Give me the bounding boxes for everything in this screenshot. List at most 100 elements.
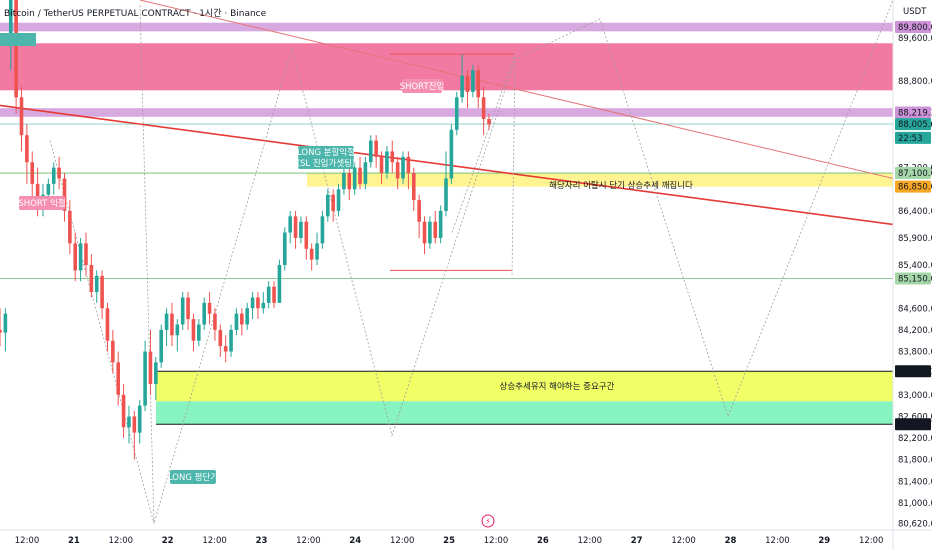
time-tick-label: 12:00 — [202, 536, 227, 546]
candle-body — [57, 167, 61, 179]
candle-body — [374, 140, 378, 157]
price-label-text: 87,100.0 — [898, 169, 932, 179]
zones-layer — [0, 22, 893, 425]
candle-body — [379, 156, 384, 174]
price-tick-label: 85,900.0 — [898, 234, 932, 244]
candle-body — [444, 178, 448, 211]
price-label-badge — [895, 106, 931, 119]
price-tick-label: 83,000.0 — [898, 391, 932, 401]
candle-body — [137, 405, 142, 433]
candle-body — [143, 351, 147, 406]
time-tick-label: 29 — [818, 536, 830, 546]
candle-body — [62, 178, 67, 211]
time-tick-label: 12:00 — [390, 536, 415, 546]
candle-body — [325, 194, 330, 217]
candle-body — [395, 162, 400, 179]
candle-body — [127, 416, 131, 428]
time-tick-label: 12:00 — [765, 536, 790, 546]
candle-body — [84, 243, 88, 265]
candle-body — [336, 189, 341, 211]
candle-body — [159, 329, 164, 363]
candle-body — [116, 362, 121, 395]
green-key-zone — [156, 401, 893, 425]
candle-body — [111, 340, 115, 363]
candle-body — [417, 200, 421, 222]
candle-body — [331, 194, 335, 211]
candle-body — [304, 221, 309, 249]
projection-path — [451, 53, 516, 276]
candle-body — [250, 297, 255, 309]
candle-body — [14, 0, 18, 98]
time-tick-label: 12:00 — [859, 536, 884, 546]
price-label-text: 86,850.0 — [898, 183, 932, 193]
candle-body — [25, 135, 29, 163]
candle-body — [460, 75, 464, 98]
candle-body — [487, 118, 491, 125]
candle-body — [94, 275, 99, 293]
candle-body — [481, 97, 486, 119]
candle-body — [299, 221, 303, 238]
price-label-badge — [895, 418, 931, 431]
candle-body — [229, 329, 233, 352]
candle-body — [428, 221, 432, 244]
candle-body — [293, 216, 298, 238]
candle-body — [170, 313, 174, 336]
candle-body — [363, 162, 368, 184]
candle-body — [35, 183, 40, 206]
candle-body — [164, 313, 169, 330]
candle-body — [385, 151, 389, 174]
price-tick-label: 81,400.0 — [898, 477, 932, 487]
candle-body — [8, 0, 13, 36]
price-label-badge — [895, 365, 931, 378]
price-tick-label: 86,400.0 — [898, 207, 932, 217]
price-label-text: 82,455.7 — [898, 420, 932, 430]
price-label-badge — [895, 272, 931, 285]
price-label-badge — [895, 180, 931, 193]
lime-key-zone — [156, 371, 893, 402]
time-tick-label: 23 — [256, 536, 268, 546]
candle-body — [309, 248, 314, 260]
time-tick-label: 27 — [631, 536, 643, 546]
candle-body — [19, 97, 24, 136]
candle-body — [105, 308, 110, 341]
candle-body — [78, 243, 83, 271]
price-label-badge — [895, 118, 931, 131]
price-label-text: 88,005.6 — [898, 120, 932, 130]
price-tick-label: 84,600.0 — [898, 304, 932, 314]
lightning-icon[interactable] — [481, 514, 495, 528]
annotation-label: (SL 진입가셋팅) — [297, 158, 356, 169]
candle-body — [476, 70, 481, 98]
candle-body — [245, 308, 249, 325]
price-label-badge — [895, 21, 931, 34]
time-tick-label: 12:00 — [296, 536, 321, 546]
candle-body — [352, 167, 357, 190]
time-tick-label: 22 — [162, 536, 174, 546]
price-tick-label: 82,200.0 — [898, 434, 932, 444]
price-label-text: 89,800.0 — [898, 23, 932, 33]
candle-body — [342, 173, 346, 190]
annotation-badge — [402, 79, 442, 93]
projection-path — [139, 0, 894, 524]
price-tick-label: 82,600.0 — [898, 412, 932, 422]
zone-annotation: 해당자리 이탈시 단기 상승추세 깨집니다 — [549, 180, 693, 191]
price-tick-label: 89,600.0 — [898, 34, 932, 44]
yellow-trend-zone — [307, 173, 893, 187]
candle-body — [3, 313, 8, 333]
candles-layer — [0, 0, 491, 460]
candle-body — [406, 156, 411, 174]
price-tick-label: 83,800.0 — [898, 348, 932, 358]
candle-body — [0, 329, 2, 333]
price-tick-label: 88,800.0 — [898, 77, 932, 87]
candle-body — [283, 232, 287, 265]
candle-body — [272, 286, 276, 303]
candle-body — [315, 243, 319, 260]
currency-label: USDT — [903, 7, 927, 17]
candle-body — [191, 319, 196, 341]
annotation-badge — [170, 470, 216, 484]
annotation-label: SHORT 익절 — [18, 198, 65, 209]
time-tick-label: 25 — [443, 536, 455, 546]
price-label-text: 85,150.0 — [898, 275, 932, 285]
price-label-text: 88,219.3 — [898, 109, 932, 119]
candle-body — [368, 140, 373, 163]
